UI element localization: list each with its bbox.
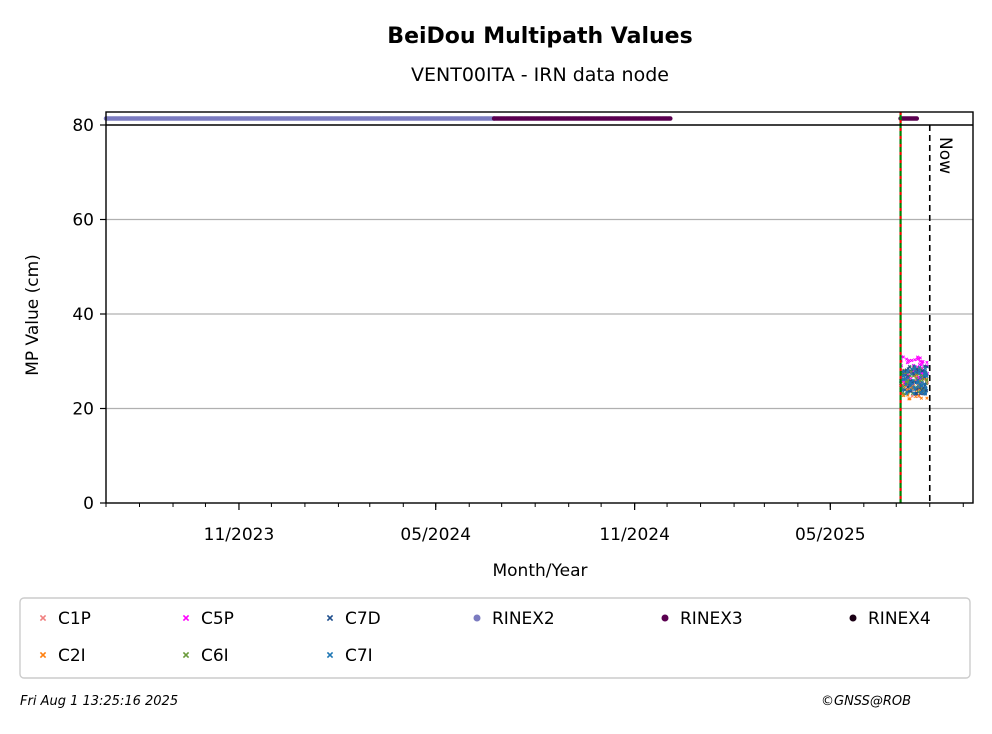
- mp-point-c7i: [918, 382, 922, 386]
- mp-point-c5p: [905, 361, 910, 365]
- y-tick-label: 60: [72, 211, 94, 231]
- y-tick-label: 80: [72, 116, 94, 136]
- mp-point-c1p: [910, 394, 914, 398]
- legend-marker-c7i: [326, 651, 334, 659]
- mp-point-c2i: [908, 397, 912, 401]
- mp-point-c5p: [904, 357, 909, 361]
- legend-marker-c2i: [39, 651, 47, 659]
- mp-point-c7i: [901, 388, 905, 393]
- mp-point-c7i: [924, 386, 928, 390]
- mp-point-c7i: [908, 380, 912, 384]
- mp-point-c5p: [915, 355, 920, 359]
- legend-label-rinex3: RINEX3: [680, 609, 743, 629]
- mp-point-c7d: [925, 365, 929, 369]
- mp-point-c7i: [916, 379, 920, 383]
- mp-point-c7i: [923, 392, 927, 396]
- mp-point-c7i: [912, 391, 916, 395]
- mp-point-c7i: [921, 389, 925, 393]
- mp-point-c7i: [919, 390, 923, 395]
- mp-point-c7i: [901, 374, 906, 378]
- multipath-points: [898, 355, 930, 401]
- mp-point-c5p: [910, 358, 914, 363]
- legend-label-c7i: C7I: [345, 646, 373, 666]
- mp-point-c7d: [924, 389, 929, 393]
- legend-label-c6i: C6I: [201, 646, 229, 666]
- legend-marker-rinex3: [661, 614, 669, 622]
- mp-point-c7i: [925, 372, 929, 376]
- legend-marker-rinex4: [849, 614, 857, 622]
- mp-point-c7i: [917, 371, 921, 375]
- chart-title: BeiDou Multipath Values: [387, 24, 692, 49]
- mp-point-c7i: [918, 375, 923, 380]
- mp-point-c7i: [904, 382, 908, 387]
- mp-point-c2i: [925, 396, 929, 400]
- mp-point-c2i: [919, 396, 924, 400]
- mp-point-c7i: [904, 377, 908, 381]
- mp-point-c6i: [901, 391, 905, 395]
- y-tick-label: 0: [83, 494, 94, 514]
- mp-point-c7i: [922, 382, 927, 386]
- mp-point-c7i: [909, 388, 913, 392]
- mp-point-c7i: [909, 372, 913, 376]
- mp-point-c5p: [913, 358, 917, 362]
- mp-point-c7i: [906, 368, 910, 373]
- x-axis-label: Month/Year: [492, 561, 587, 581]
- mp-point-c7i: [911, 385, 916, 389]
- mp-point-c7i: [922, 372, 926, 376]
- mp-point-c7d: [922, 364, 927, 368]
- plot-frame: [105, 111, 974, 504]
- timestamp: Fri Aug 1 13:25:16 2025: [20, 694, 179, 709]
- mp-point-c7d: [907, 364, 912, 369]
- legend-label-c7d: C7D: [345, 609, 381, 629]
- marker-lines: Now: [899, 112, 955, 503]
- mp-point-c7i: [917, 368, 921, 372]
- mp-point-c7i: [913, 386, 917, 390]
- mp-point-c7i: [910, 367, 914, 371]
- legend-marker-c1p: [39, 614, 47, 622]
- now-label: Now: [935, 137, 955, 174]
- mp-point-c7i: [901, 370, 906, 374]
- mp-point-c7i: [916, 384, 921, 389]
- legend-marker-c5p: [182, 614, 190, 622]
- mp-point-c5p: [920, 361, 924, 365]
- y-tick-label: 40: [72, 305, 94, 325]
- legend-box: [19, 597, 971, 679]
- legend-label-c5p: C5P: [201, 609, 234, 629]
- mp-point-c7i: [911, 378, 915, 382]
- x-tick-label: 11/2024: [599, 525, 670, 545]
- x-tick-label: 05/2024: [400, 525, 471, 545]
- legend-marker-c7d: [326, 614, 334, 622]
- mp-point-c7i: [901, 377, 906, 382]
- mp-point-c7i: [915, 380, 919, 385]
- y-tick-label: 20: [72, 400, 94, 420]
- legend-marker-rinex2: [473, 614, 481, 622]
- x-axis-ticks: 11/2023 05/2024 11/2024 05/2025: [105, 503, 964, 545]
- mp-point-c7i: [923, 368, 927, 373]
- mp-point-c7i: [917, 365, 922, 369]
- x-tick-label: 05/2025: [795, 525, 866, 545]
- legend: C1P C5P C7D RINEX2 RINEX3 RINEX4 C2I C6I C7I: [39, 609, 931, 666]
- mp-point-c7i: [904, 391, 909, 396]
- mp-point-c7i: [913, 370, 917, 375]
- mp-point-c6i: [924, 378, 929, 382]
- mp-point-c5p: [925, 360, 929, 365]
- x-tick-label: 11/2023: [204, 525, 275, 545]
- legend-label-c2i: C2I: [58, 646, 86, 666]
- y-axis-label: MP Value (cm): [23, 254, 43, 376]
- mp-point-c6i: [914, 376, 919, 380]
- mp-point-c7i: [913, 367, 917, 371]
- copyright: ©GNSS@ROB: [821, 694, 912, 709]
- y-axis-ticks: 0 20 40 60 80: [72, 116, 106, 514]
- mp-point-c5p: [901, 355, 905, 359]
- mp-point-c7i: [920, 380, 924, 385]
- mp-point-c7d: [920, 369, 924, 373]
- grid-lines: [106, 218, 973, 410]
- chart-subtitle: VENT00ITA - IRN data node: [411, 64, 669, 86]
- legend-label-rinex2: RINEX2: [492, 609, 555, 629]
- legend-label-c1p: C1P: [58, 609, 91, 629]
- mp-point-c2i: [914, 394, 918, 399]
- legend-marker-c6i: [182, 651, 190, 659]
- legend-label-rinex4: RINEX4: [868, 609, 931, 629]
